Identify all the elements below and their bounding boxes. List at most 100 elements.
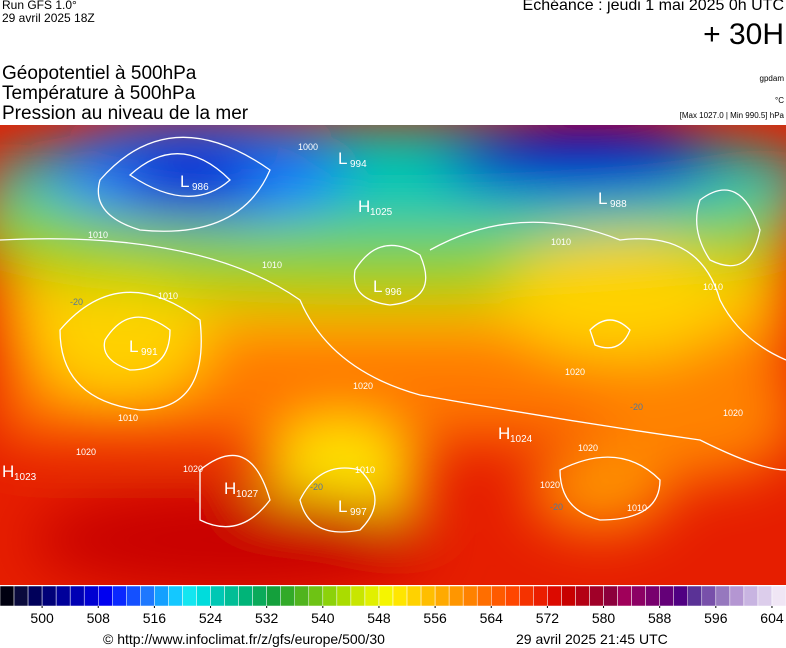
system-value: 991 bbox=[141, 347, 158, 358]
temperature-label: -20 bbox=[630, 402, 643, 412]
system-letter: L bbox=[598, 189, 607, 208]
isobar-label: 1010 bbox=[627, 503, 647, 513]
system-value: 1027 bbox=[236, 489, 259, 500]
colorbar-label: 532 bbox=[255, 610, 279, 626]
isobar-label: 1020 bbox=[353, 381, 373, 391]
isobar-label: 1010 bbox=[703, 282, 723, 292]
lead-time: + 30H bbox=[703, 18, 784, 51]
system-letter: L bbox=[338, 497, 347, 516]
colorbar-cell bbox=[224, 585, 239, 607]
colorbar-cell bbox=[55, 585, 71, 607]
colorbar-cell bbox=[112, 585, 127, 607]
colorbar-cell bbox=[266, 585, 281, 607]
system-letter: H bbox=[2, 462, 14, 481]
colorbar-label: 580 bbox=[592, 610, 616, 626]
colorbar-cell bbox=[420, 585, 436, 607]
colorbar-cell bbox=[210, 585, 225, 607]
colorbar-label: 524 bbox=[199, 610, 223, 626]
footer-url: © http://www.infoclimat.fr/z/gfs/europe/… bbox=[103, 631, 385, 647]
colorbar-cell bbox=[69, 585, 85, 607]
field: Géopotentiel à 500hPa bbox=[2, 63, 197, 84]
run-date: 29 avril 2025 18Z bbox=[2, 11, 95, 25]
colorbar-cell bbox=[491, 585, 506, 607]
unit: gpdam bbox=[759, 74, 784, 83]
isobar-label: 1010 bbox=[118, 413, 138, 423]
isobar-label: 1020 bbox=[540, 480, 560, 490]
isobar-label: 1020 bbox=[723, 408, 743, 418]
colorbar-label: 596 bbox=[704, 610, 728, 626]
isobar-label: 1010 bbox=[551, 237, 571, 247]
colorbar-cell bbox=[659, 585, 674, 607]
colorbar-cell bbox=[631, 585, 646, 607]
system-value: 986 bbox=[192, 182, 209, 193]
colorbar-cell bbox=[154, 585, 169, 607]
system-value: 988 bbox=[610, 199, 627, 210]
unit: [Max 1027.0 | Min 990.5] hPa bbox=[679, 111, 784, 120]
colorbar-cell bbox=[505, 585, 520, 607]
system-letter: L bbox=[180, 172, 189, 191]
system-letter: L bbox=[129, 337, 138, 356]
colorbar-cell bbox=[561, 585, 576, 607]
colorbar-cell bbox=[603, 585, 618, 607]
colorbar-cell bbox=[280, 585, 296, 607]
colorbar-cell bbox=[13, 585, 29, 607]
colorbar-cell bbox=[519, 585, 534, 607]
colorbar-cell bbox=[27, 585, 43, 607]
colorbar-cell bbox=[476, 585, 492, 607]
colorbar-cell bbox=[182, 585, 197, 607]
field-shading bbox=[0, 125, 786, 585]
colorbar-cell bbox=[715, 585, 731, 607]
colorbar-cell bbox=[378, 585, 394, 607]
isobar-label: 1010 bbox=[158, 291, 178, 301]
colorbar-label: 556 bbox=[423, 610, 447, 626]
colorbar-cell bbox=[743, 585, 759, 607]
colorbar-cell bbox=[322, 585, 338, 607]
colorbar-label: 540 bbox=[311, 610, 335, 626]
isobar-label: 1000 bbox=[298, 142, 318, 152]
colorbar-cell bbox=[434, 585, 450, 607]
colorbar-cell bbox=[673, 585, 689, 607]
colorbar-label: 604 bbox=[760, 610, 784, 626]
colorbar-cell bbox=[448, 585, 464, 607]
colorbar-cell bbox=[729, 585, 745, 607]
colorbar-cell bbox=[392, 585, 408, 607]
colorbar-label: 508 bbox=[87, 610, 111, 626]
colorbar-cell bbox=[308, 585, 324, 607]
system-letter: H bbox=[358, 197, 370, 216]
colorbar-cell bbox=[41, 585, 57, 607]
colorbar-label: 516 bbox=[143, 610, 167, 626]
isobar-label: 1020 bbox=[183, 464, 203, 474]
colorbar-cell bbox=[238, 585, 253, 607]
system-value: 994 bbox=[350, 159, 367, 170]
system-value: 1024 bbox=[510, 434, 533, 445]
colorbar-cell bbox=[83, 585, 99, 607]
footer-date: 29 avril 2025 21:45 UTC bbox=[516, 631, 668, 647]
colorbar-cell bbox=[617, 585, 632, 607]
system-value: 1025 bbox=[370, 207, 393, 218]
colorbar-cell bbox=[589, 585, 604, 607]
isobar-label: 1010 bbox=[262, 260, 282, 270]
isobar-label: 1010 bbox=[355, 465, 375, 475]
isobar-label: 1020 bbox=[578, 443, 598, 453]
colorbar-cell bbox=[294, 585, 310, 607]
colorbar-cell bbox=[771, 585, 786, 607]
colorbar-cell bbox=[645, 585, 660, 607]
system-letter: H bbox=[498, 424, 510, 443]
temperature-label: -20 bbox=[310, 482, 323, 492]
system-letter: L bbox=[338, 149, 347, 168]
system-letter: L bbox=[373, 277, 382, 296]
colorbar-label: 564 bbox=[480, 610, 504, 626]
colorbar-cell bbox=[252, 585, 267, 607]
field: Température à 500hPa bbox=[2, 83, 196, 104]
isobar-label: 1010 bbox=[88, 230, 108, 240]
unit: °C bbox=[775, 96, 784, 105]
system-value: 1023 bbox=[14, 472, 37, 483]
temperature-label: -20 bbox=[550, 502, 563, 512]
colorbar-cell bbox=[350, 585, 366, 607]
system-value: 996 bbox=[385, 287, 402, 298]
echeance: Echéance : jeudi 1 mai 2025 0h UTC bbox=[522, 0, 784, 14]
colorbar-cell bbox=[701, 585, 717, 607]
colorbar-cell bbox=[547, 585, 562, 607]
